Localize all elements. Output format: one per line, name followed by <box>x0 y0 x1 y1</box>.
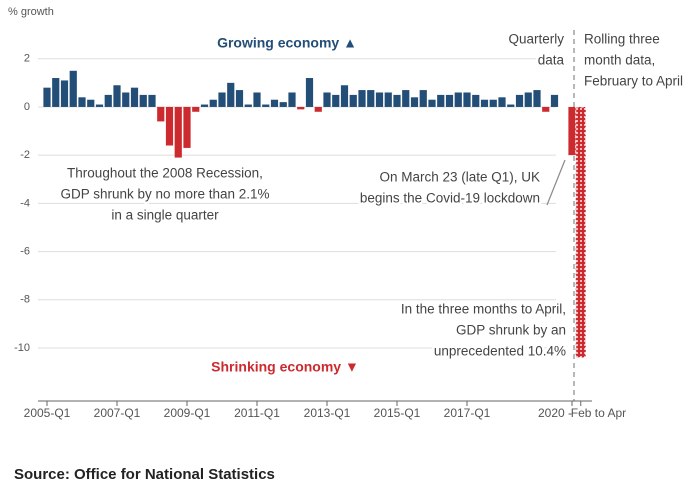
bar <box>498 97 506 107</box>
bar <box>279 102 287 107</box>
bar <box>480 99 489 107</box>
bar <box>174 106 182 158</box>
annotation: unprecedented 10.4% <box>434 344 566 359</box>
bar <box>139 94 147 107</box>
y-tick-label: -4 <box>20 197 30 209</box>
bar <box>87 99 95 107</box>
bar <box>533 90 541 107</box>
bar <box>192 106 200 112</box>
bar <box>157 106 165 122</box>
bar <box>122 92 130 107</box>
y-tick-label: 0 <box>24 101 30 113</box>
bar <box>542 106 550 112</box>
bar <box>262 104 270 107</box>
growing-label: Growing economy ▲ <box>217 35 357 51</box>
annotation: Quarterly <box>508 32 564 47</box>
y-tick-label: -2 <box>20 149 30 161</box>
bar <box>244 104 252 107</box>
x-tick-label: 2017-Q1 <box>444 406 491 420</box>
bar <box>253 92 261 107</box>
bar <box>43 87 51 107</box>
bar <box>428 99 436 107</box>
bar <box>323 92 331 107</box>
annotation: GDP shrunk by an <box>456 323 566 338</box>
annotation: data <box>538 53 565 68</box>
bar <box>297 106 305 110</box>
x-tick-label: 2015-Q1 <box>374 406 421 420</box>
annotation: February to April <box>584 74 683 89</box>
bar <box>568 106 576 156</box>
annotation-arrow <box>546 159 566 206</box>
x-tick-label: 2020 - <box>538 406 572 420</box>
bar <box>60 80 69 107</box>
bar <box>209 99 217 107</box>
bar <box>472 94 480 107</box>
bar <box>384 92 392 107</box>
x-tick-label: 2005-Q1 <box>24 406 71 420</box>
x-tick-label: 2013-Q1 <box>304 406 351 420</box>
bar <box>437 94 445 107</box>
bar <box>332 94 340 107</box>
x-tick-label: 2009-Q1 <box>164 406 211 420</box>
bar <box>575 106 587 359</box>
bar <box>227 82 235 107</box>
bar <box>200 104 209 107</box>
bar <box>165 106 174 146</box>
annotation: month data, <box>584 53 655 68</box>
bar <box>314 106 322 112</box>
bar <box>235 90 244 107</box>
bar <box>349 94 357 107</box>
annotation: Rolling three <box>584 32 660 47</box>
bar <box>340 85 349 107</box>
bar <box>367 90 375 107</box>
x-tick-label: 2011-Q1 <box>234 406 280 420</box>
bar <box>218 92 226 107</box>
bar <box>358 90 366 107</box>
bar <box>402 90 410 107</box>
bar <box>113 85 121 107</box>
bar <box>104 94 112 107</box>
bar <box>375 92 384 107</box>
bar <box>183 106 191 148</box>
source: Source: Office for National Statistics <box>14 466 275 483</box>
bar <box>130 87 139 107</box>
bar <box>419 90 427 107</box>
bar <box>507 104 515 107</box>
bar <box>95 104 104 107</box>
bar <box>52 78 60 107</box>
bar <box>454 92 462 107</box>
y-tick-label: -6 <box>20 245 30 257</box>
annotation: On March 23 (late Q1), UK <box>379 170 540 185</box>
y-tick-label: -10 <box>14 342 30 354</box>
bar <box>445 94 454 107</box>
y-tick-label: -8 <box>20 294 30 306</box>
bar <box>524 92 532 107</box>
bar <box>69 70 77 107</box>
bar <box>515 94 524 107</box>
bar <box>288 92 296 107</box>
x-tick-label: 2007-Q1 <box>94 406 141 420</box>
bar <box>270 99 279 107</box>
bar <box>393 94 401 107</box>
annotation: in a single quarter <box>111 208 219 223</box>
bar <box>148 94 156 107</box>
shrinking-label: Shrinking economy ▼ <box>211 359 359 375</box>
annotation: In the three months to April, <box>401 302 566 317</box>
bar <box>550 94 559 107</box>
annotation: Throughout the 2008 Recession, <box>67 166 263 181</box>
bar <box>489 99 497 107</box>
annotation: GDP shrunk by no more than 2.1% <box>60 187 269 202</box>
x-tick-label: Feb to Apr <box>571 406 626 420</box>
bar <box>410 97 419 107</box>
bar <box>78 97 86 107</box>
y-tick-label: 2 <box>24 53 30 65</box>
bar <box>305 78 314 107</box>
bar <box>463 92 471 107</box>
annotation: begins the Covid-19 lockdown <box>360 191 540 206</box>
y-axis-label: % growth <box>8 6 54 18</box>
